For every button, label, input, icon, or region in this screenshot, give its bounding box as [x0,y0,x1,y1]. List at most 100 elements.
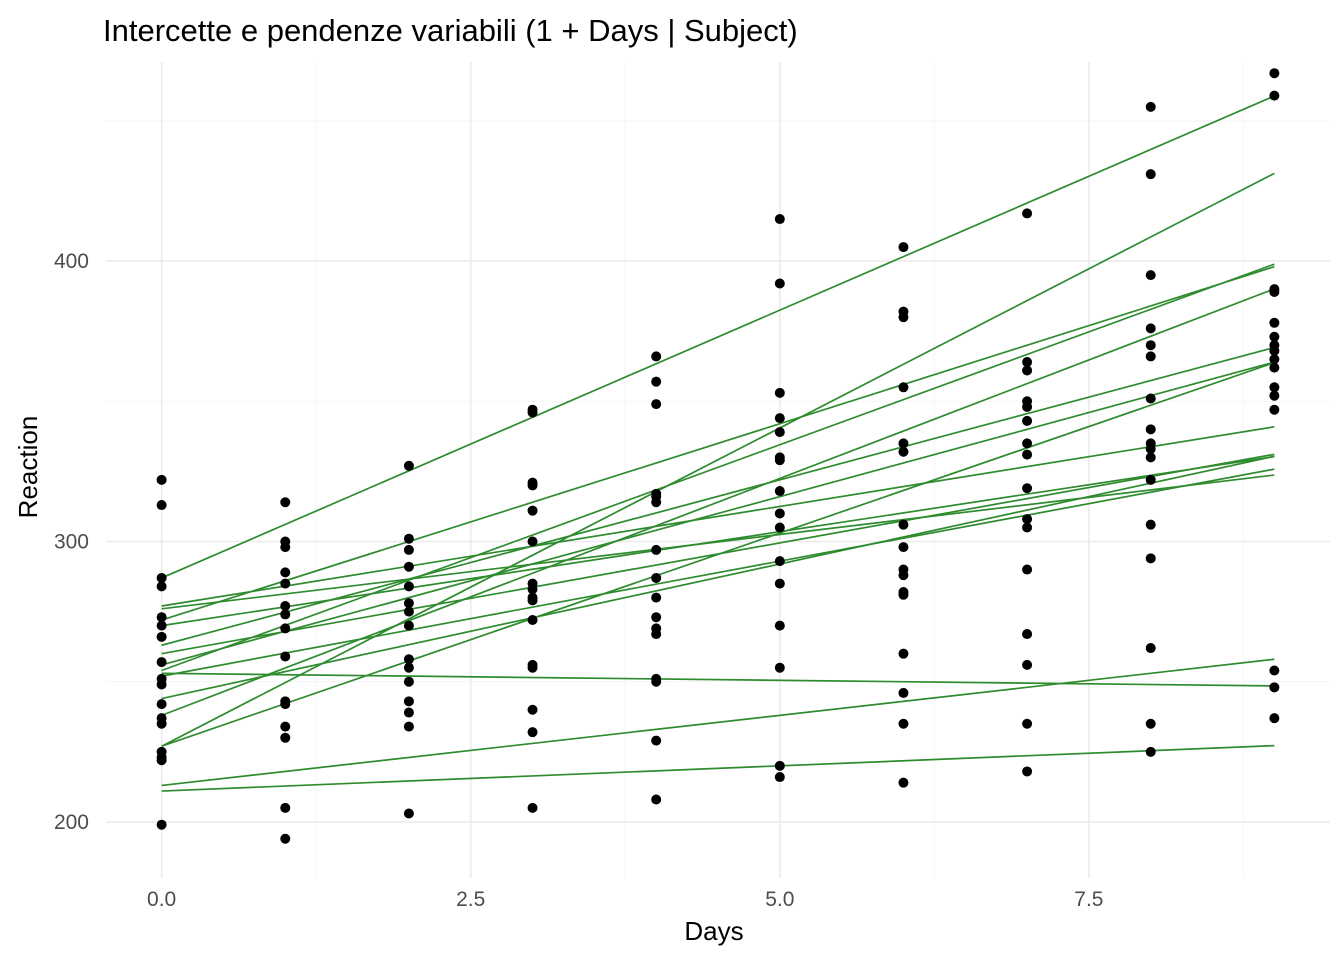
data-point [1145,169,1156,180]
data-point [403,561,414,572]
data-point [898,519,909,530]
fitted-line [161,263,1275,672]
x-tick-label: 0.0 [147,888,176,911]
data-point [774,278,785,289]
data-point [1269,286,1280,297]
data-point [156,819,167,830]
data-point [1022,415,1033,426]
data-point [1145,323,1156,334]
data-point [403,581,414,592]
grid [106,62,1330,878]
y-tick-label: 300 [54,531,89,554]
data-point [651,351,662,362]
data-point [1145,553,1156,564]
data-point [651,794,662,805]
fitted-line [161,95,1275,579]
data-point [403,808,414,819]
fitted-line [161,288,1275,717]
data-point [1269,345,1280,356]
data-point [156,755,167,766]
data-point [1269,665,1280,676]
data-point [527,662,538,673]
data-point [774,387,785,398]
data-point [898,718,909,729]
fitted-line [161,361,1275,666]
data-point [156,718,167,729]
data-point [1022,483,1033,494]
data-point [156,679,167,690]
data-point [1145,643,1156,654]
x-tick-label: 5.0 [765,888,794,911]
y-tick-labels: 200 300 400 [54,250,89,834]
fitted-line [161,265,1275,621]
data-point [156,500,167,511]
data-point [527,704,538,715]
data-point [403,662,414,673]
data-point [1022,208,1033,219]
data-point [1145,519,1156,530]
data-point [774,427,785,438]
data-point [1145,474,1156,485]
data-point [1145,424,1156,435]
fitted-line [161,172,1275,747]
data-point [1022,438,1033,449]
data-point [1022,401,1033,412]
fitted-line [161,744,1275,792]
data-point [527,802,538,813]
data-point [1022,522,1033,533]
data-point [651,592,662,603]
data-point [1022,629,1033,640]
data-point [1022,357,1033,368]
data-point [156,699,167,710]
data-point [651,497,662,508]
data-point [774,522,785,533]
data-point [774,486,785,497]
data-point [898,446,909,457]
data-point [1269,90,1280,101]
data-point [156,620,167,631]
data-point [1022,564,1033,575]
data-point [651,544,662,555]
data-point [1145,101,1156,112]
data-point [1022,365,1033,376]
data-point [898,589,909,600]
fitted-line [161,346,1275,647]
data-point [651,735,662,746]
data-point [1022,718,1033,729]
data-point [527,584,538,595]
data-point [898,382,909,393]
data-point [1145,340,1156,351]
data-point [1022,766,1033,777]
data-point [1269,362,1280,373]
data-point [898,542,909,553]
data-point [774,772,785,783]
data-point [774,760,785,771]
data-point [280,578,291,589]
data-point [774,556,785,567]
data-point [527,727,538,738]
data-point [898,438,909,449]
data-point [1269,68,1280,79]
x-tick-label: 2.5 [456,888,485,911]
data-point [651,572,662,583]
data-point [403,460,414,471]
data-point [1269,317,1280,328]
data-point [1145,718,1156,729]
data-point [651,612,662,623]
data-point [403,544,414,555]
data-point [280,721,291,732]
fitted-line [161,658,1275,787]
data-point [280,609,291,620]
data-point [898,242,909,253]
data-point [774,620,785,631]
data-point [280,802,291,813]
data-point [280,699,291,710]
data-point [527,407,538,418]
data-point [898,687,909,698]
data-point [1145,443,1156,454]
data-point [774,578,785,589]
data-point [156,474,167,485]
y-axis-title: Reaction [13,416,43,519]
data-point [527,505,538,516]
